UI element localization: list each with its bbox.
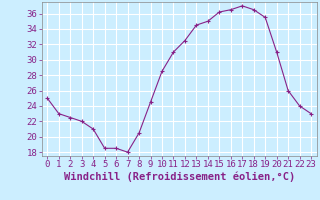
- X-axis label: Windchill (Refroidissement éolien,°C): Windchill (Refroidissement éolien,°C): [64, 172, 295, 182]
